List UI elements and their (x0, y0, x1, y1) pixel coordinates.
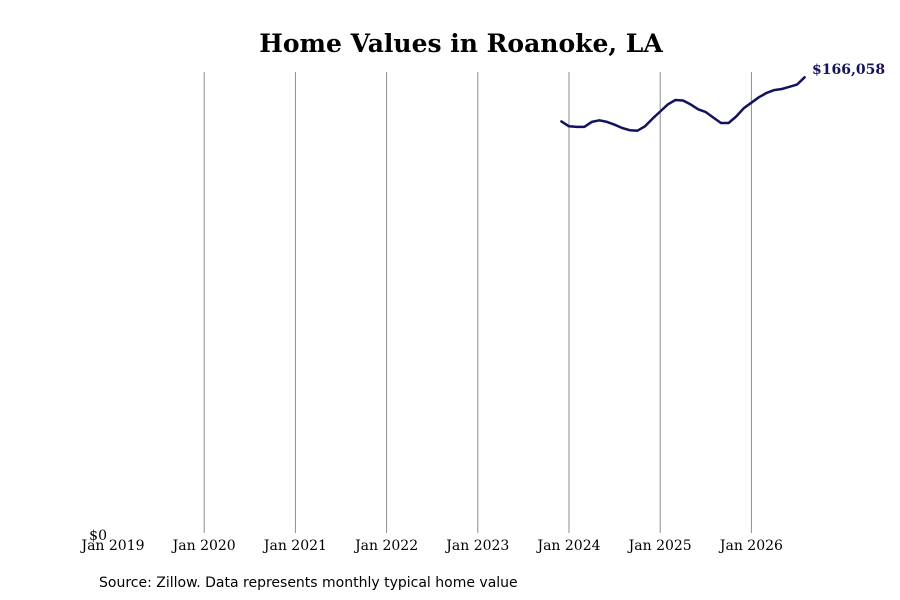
y-tick-label: $0 (89, 528, 107, 544)
x-tick-label: Jan 2021 (262, 538, 327, 554)
x-tick-label: Jan 2020 (171, 538, 236, 554)
source-note: Source: Zillow. Data represents monthly … (99, 575, 518, 591)
y-axis-ticks: $0 (89, 528, 107, 544)
series-line (560, 76, 806, 132)
grid-lines (203, 72, 752, 533)
x-tick-label: Jan 2024 (535, 538, 600, 554)
x-tick-label: Jan 2026 (718, 538, 783, 554)
x-tick-label: Jan 2019 (79, 538, 144, 554)
x-axis-ticks: Jan 2019 Jan 2020 Jan 2021 Jan 2022 Jan 2023… (79, 538, 783, 554)
x-tick-label: Jan 2023 (444, 538, 509, 554)
x-tick-label: Jan 2022 (353, 538, 418, 554)
end-value-label: $166,058 (812, 62, 885, 78)
series-group (560, 76, 806, 132)
chart-title: Home Values in Roanoke, LA (259, 29, 663, 58)
x-tick-label: Jan 2025 (627, 538, 692, 554)
